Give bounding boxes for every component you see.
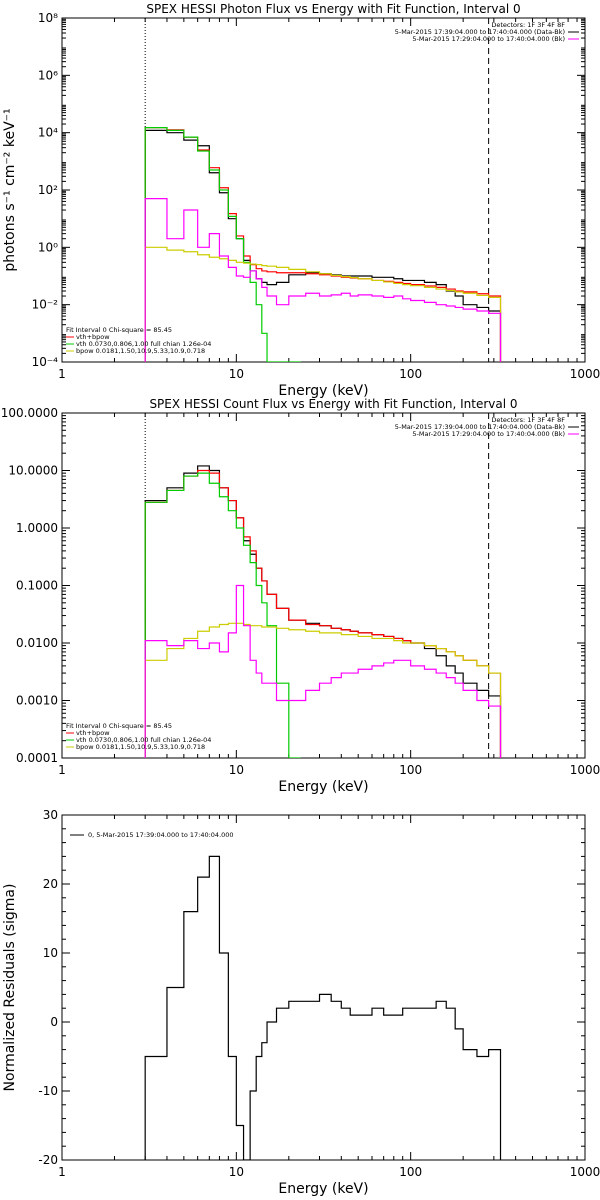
legend-entry: Fit Interval 0 Chi-square = 85.45	[66, 326, 172, 334]
y-tick-label: -10	[38, 1084, 58, 1098]
y-tick-label: 0	[50, 1015, 58, 1029]
chart-panel-1: SPEX HESSI Photon Flux vs Energy with Fi…	[2, 2, 600, 399]
series-line-data	[144, 129, 502, 362]
legend-entry: 5-Mar-2015 17:29:04.000 to 17:40:04.000 …	[412, 430, 565, 438]
y-tick-label: 10⁴	[38, 126, 58, 140]
y-tick-label: 10	[43, 946, 58, 960]
y-tick-label: 0.0001	[16, 751, 58, 765]
y-tick-label: 30	[43, 808, 58, 822]
x-tick-label: 1	[58, 763, 66, 777]
series-line-background	[144, 584, 502, 758]
y-tick-label: 10⁻⁴	[32, 355, 59, 369]
y-tick-label: 10²	[38, 183, 58, 197]
series-line-bpow	[144, 622, 502, 758]
series-line-vth	[144, 127, 301, 362]
series-line-background	[144, 198, 502, 362]
series-line-data	[144, 855, 502, 1160]
x-tick-label: 1	[58, 367, 66, 381]
legend-entry: Detectors: 1F 3F 4F 8F	[491, 416, 565, 424]
chart-title: SPEX HESSI Count Flux vs Energy with Fit…	[149, 397, 517, 411]
legend-entry: 5-Mar-2015 17:39:04.000 to 17:40:04.000 …	[395, 423, 565, 431]
series-line-vth	[144, 472, 301, 758]
legend-entry: vth+bpow	[76, 333, 110, 341]
series-line-total	[144, 127, 502, 362]
y-tick-label: -20	[38, 1153, 58, 1167]
x-axis-label: Energy (keV)	[278, 779, 368, 795]
y-axis-label: photons s⁻¹ cm⁻² keV⁻¹	[2, 108, 18, 271]
x-tick-label: 10	[229, 367, 244, 381]
plot-frame	[61, 412, 586, 759]
y-tick-label: 20	[43, 877, 58, 891]
legend-entry: 5-Mar-2015 17:39:04.000 to 17:40:04.000 …	[395, 28, 565, 36]
legend-entry: bpow 0.0181,1.50,10.9,5.33,10.9,0.718	[76, 347, 205, 355]
legend-entry: Fit Interval 0 Chi-square = 85.45	[66, 722, 172, 730]
y-tick-label: 10⁶	[38, 68, 58, 82]
x-tick-label: 10	[229, 763, 244, 777]
x-tick-label: 1000	[570, 763, 600, 777]
series-line-bpow	[144, 246, 502, 362]
x-tick-label: 100	[399, 1165, 422, 1179]
y-axis-label: Normalized Residuals (sigma)	[2, 884, 18, 1092]
x-tick-label: 10	[229, 1165, 244, 1179]
plot-frame	[61, 17, 586, 363]
legend-entry: vth 0.0730,0.806,1.00 full chian 1.26e-0…	[76, 736, 211, 744]
y-tick-label: 1.0000	[16, 521, 58, 535]
y-tick-label: 0.0010	[16, 694, 58, 708]
legend-entry: 0, 5-Mar-2015 17:39:04.000 to 17:40:04.0…	[88, 831, 234, 839]
y-tick-label: 0.0100	[16, 636, 58, 650]
x-axis-label: Energy (keV)	[278, 383, 368, 399]
series-line-total	[144, 469, 502, 758]
chart-title: SPEX HESSI Photon Flux vs Energy with Fi…	[146, 2, 520, 16]
series-line-data	[144, 465, 502, 758]
legend-entry: vth 0.0730,0.806,1.00 full chian 1.26e-0…	[76, 340, 211, 348]
x-tick-label: 1	[58, 1165, 66, 1179]
x-tick-label: 1000	[570, 367, 600, 381]
y-tick-label: 10.0000	[8, 464, 58, 478]
y-tick-label: 0.1000	[16, 579, 58, 593]
x-tick-label: 100	[399, 367, 422, 381]
legend-entry: vth+bpow	[76, 729, 110, 737]
x-axis-label: Energy (keV)	[278, 1181, 368, 1197]
legend-entry: 5-Mar-2015 17:29:04.000 to 17:40:04.000 …	[412, 35, 565, 43]
chart-panel-3: 1 10 100 1000 Energy (keV) -20 -10 0 10 20 30 Norma…	[2, 808, 600, 1197]
y-tick-label: 10⁻²	[32, 298, 59, 312]
plot-frame	[61, 814, 586, 1161]
y-tick-label: 10⁸	[38, 11, 58, 25]
y-tick-label: 100.0000	[1, 406, 58, 420]
y-tick-label: 10⁰	[38, 240, 58, 254]
x-tick-label: 100	[399, 763, 422, 777]
legend-entry: Detectors: 1F 3F 4F 8F	[491, 21, 565, 29]
legend-entry: bpow 0.0181,1.50,10.9,5.33,10.9,0.718	[76, 743, 205, 751]
x-tick-label: 1000	[570, 1165, 600, 1179]
chart-panel-2: SPEX HESSI Count Flux vs Energy with Fit…	[1, 397, 600, 795]
